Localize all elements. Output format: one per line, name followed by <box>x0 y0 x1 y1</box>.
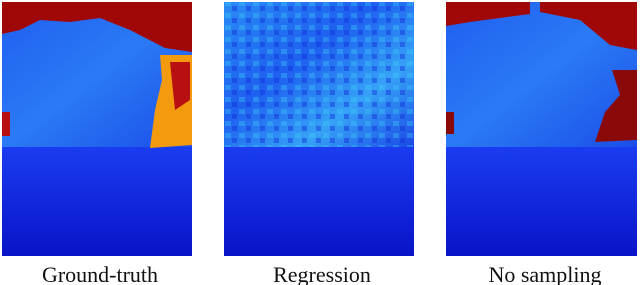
far-region <box>540 2 637 50</box>
far-region <box>446 2 530 26</box>
far-region <box>2 112 10 136</box>
far-region <box>170 62 190 110</box>
far-region <box>595 70 637 142</box>
depth-image <box>446 147 637 256</box>
panel-ground-truth <box>2 2 192 256</box>
depth-image <box>224 147 414 256</box>
caption: Regression <box>273 262 371 285</box>
depth-image <box>2 147 192 256</box>
far-region <box>2 2 100 34</box>
caption: Ground-truth <box>42 262 158 285</box>
panel-regression <box>224 2 414 256</box>
panel-no-sampling <box>446 2 637 256</box>
caption: No sampling <box>488 262 601 285</box>
depth-image <box>224 2 414 147</box>
far-region <box>100 2 192 52</box>
far-region <box>446 112 454 134</box>
